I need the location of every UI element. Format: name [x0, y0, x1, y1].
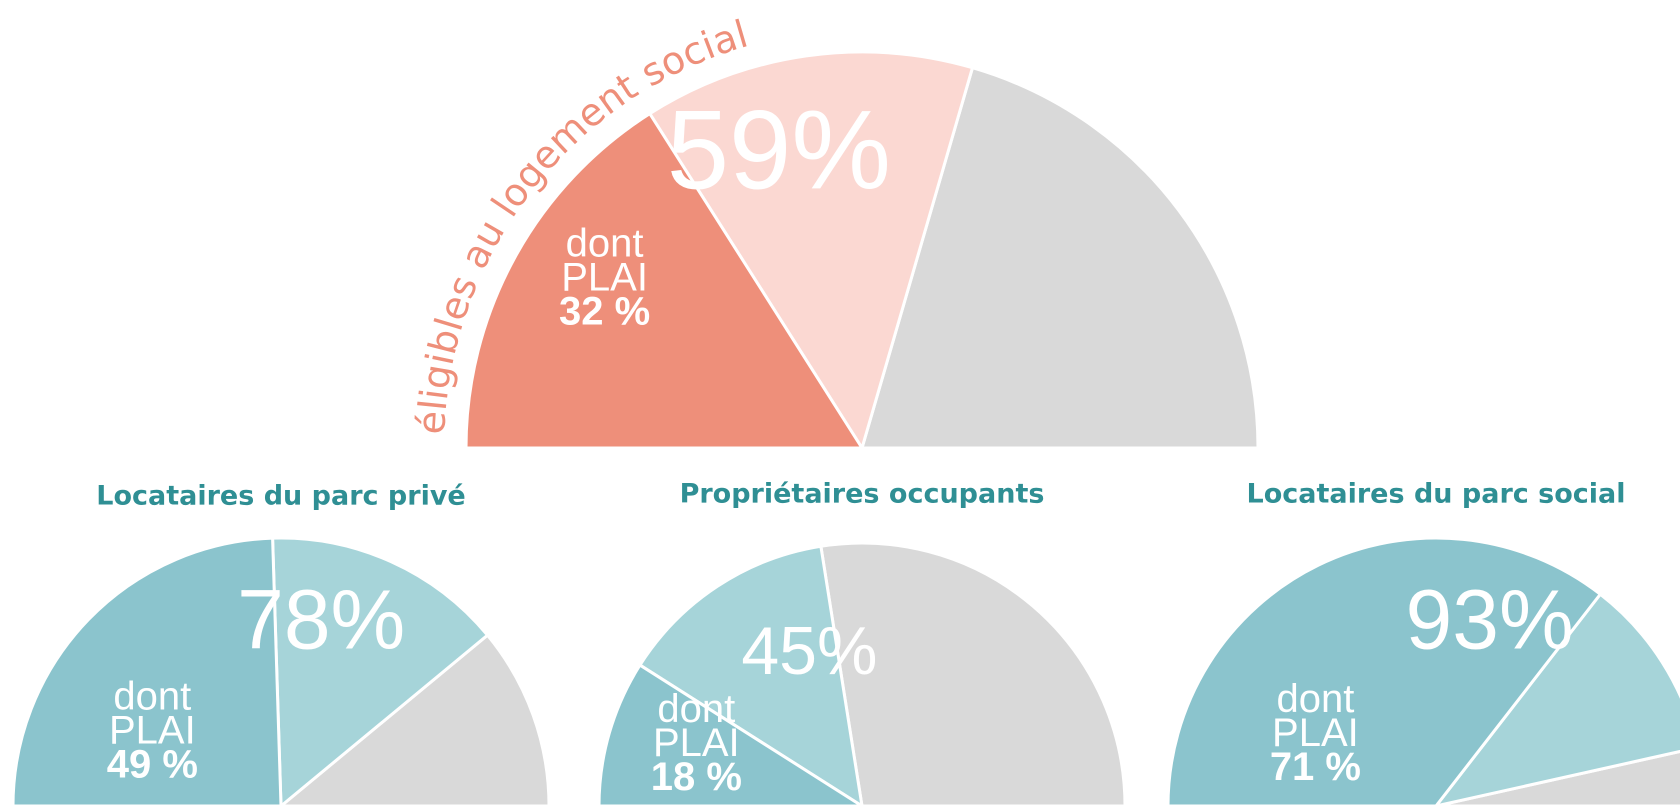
chart-title: Locataires du parc social — [1246, 479, 1625, 510]
plai-slice — [597, 663, 865, 806]
sub-label: PLAI — [653, 721, 740, 765]
plai-slice — [464, 111, 865, 450]
sub-label: dont — [113, 674, 191, 718]
plai-slice — [1166, 536, 1603, 806]
plai-slice — [11, 536, 283, 806]
sub-label: PLAI — [1272, 711, 1359, 755]
value-label: 78% — [237, 573, 405, 667]
sub-label: PLAI — [109, 708, 196, 752]
eligible-slice — [271, 536, 490, 806]
eligible-slice — [647, 50, 975, 452]
value-label: 45% — [741, 613, 877, 689]
sub-value-label: 32 % — [559, 290, 650, 334]
sub-value-label: 71 % — [1270, 745, 1361, 789]
sub-value-label: 49 % — [107, 742, 198, 786]
sub-label: dont — [657, 687, 735, 731]
sub-label: dont — [1276, 677, 1354, 721]
sub-label: dont — [566, 222, 644, 266]
remainder-slice — [278, 633, 551, 806]
chart-title: Propriétaires occupants — [680, 479, 1045, 510]
value-label: 93% — [1406, 573, 1574, 667]
chart-title: Locataires du parc privé — [96, 481, 465, 512]
value-label: 59% — [667, 87, 891, 212]
eligible-slice — [1434, 592, 1680, 806]
remainder-slice — [860, 65, 1260, 450]
eligible-slice — [637, 544, 864, 806]
sub-label: PLAI — [561, 256, 648, 300]
sub-value-label: 18 % — [651, 755, 742, 799]
remainder-slice — [819, 541, 1127, 806]
